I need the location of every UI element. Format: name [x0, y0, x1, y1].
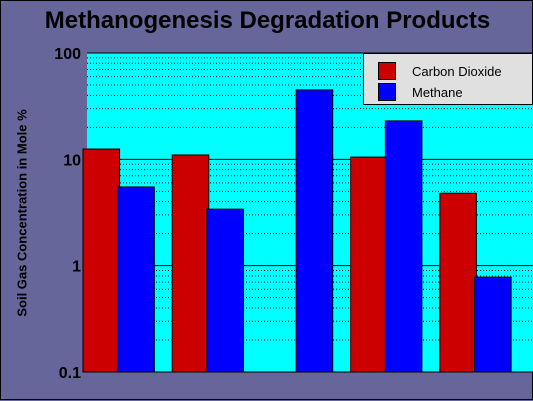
bar-carbon-dioxide — [350, 156, 388, 373]
bar-methane — [117, 186, 155, 373]
bar-methane — [474, 276, 512, 373]
bar-methane — [295, 89, 334, 373]
bar-methane — [384, 120, 423, 373]
y-tick-label: 1 — [72, 259, 81, 276]
legend-swatch-methane — [378, 83, 396, 101]
legend-item-carbon-dioxide: Carbon Dioxide — [378, 62, 502, 80]
legend-label-methane: Methane — [412, 84, 463, 100]
bar-carbon-dioxide — [171, 154, 210, 373]
y-tick-label: 0.1 — [59, 365, 81, 382]
y-tick-label: 100 — [54, 46, 81, 63]
chart-title: Methanogenesis Degradation Products — [44, 7, 491, 34]
bar-carbon-dioxide — [82, 148, 121, 373]
legend: Carbon Dioxide Methane — [363, 53, 533, 105]
y-tick-label: 10 — [63, 152, 81, 169]
bar-carbon-dioxide — [439, 192, 477, 373]
bar-methane — [206, 208, 245, 373]
legend-swatch-carbon-dioxide — [378, 62, 396, 80]
legend-label-carbon-dioxide: Carbon Dioxide — [412, 63, 502, 79]
legend-item-methane: Methane — [378, 83, 463, 101]
